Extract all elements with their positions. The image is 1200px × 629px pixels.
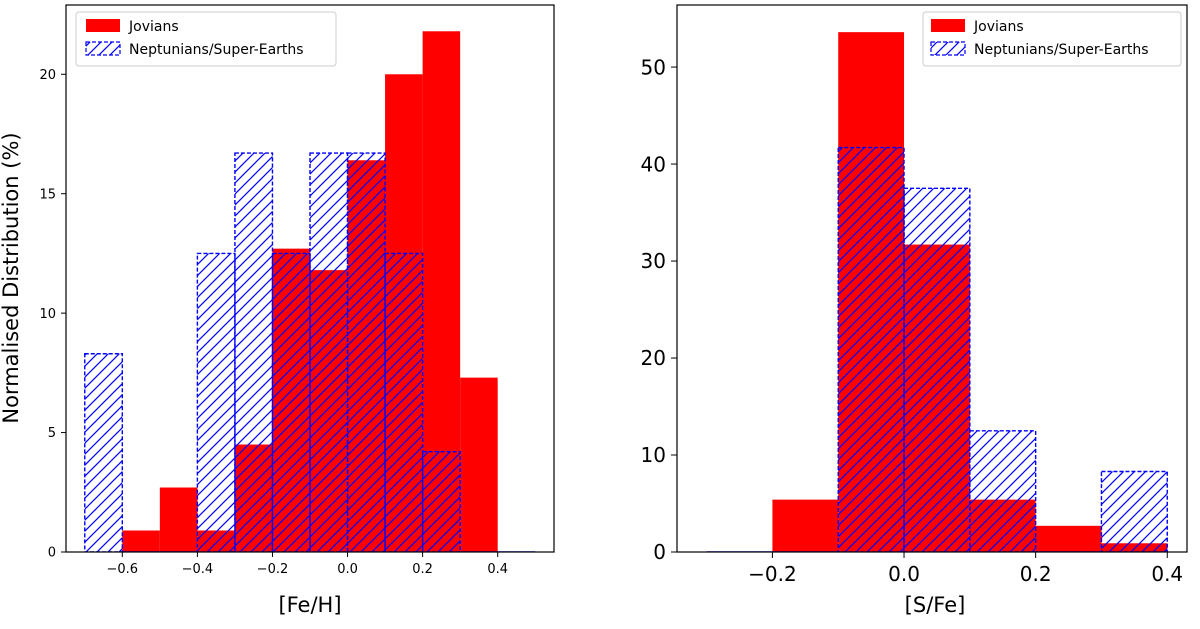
x-tick-label-left-3: 0.0 bbox=[337, 562, 358, 577]
bar-left-s1-7 bbox=[346, 152, 386, 552]
y-tick-label-left-3: 15 bbox=[39, 187, 56, 202]
bar-left-s1-0 bbox=[84, 353, 124, 552]
x-tick-label-left-4: 0.2 bbox=[412, 562, 433, 577]
x-tick-label-left-0: −0.6 bbox=[107, 562, 139, 577]
x-tick-label-left-1: −0.4 bbox=[182, 562, 214, 577]
x-ticks-left: −0.6 −0.4 −0.2 0.0 0.2 0.4 bbox=[107, 552, 508, 577]
chart-left: −0.6 −0.4 −0.2 0.0 0.2 0.4 0 5 10 15 20 [Fe/H] No… bbox=[0, 4, 555, 617]
y-tick-label-right-2: 20 bbox=[641, 346, 666, 370]
x-tick-label-right-2: 0.2 bbox=[1020, 562, 1052, 586]
x-tick-label-left-5: 0.4 bbox=[487, 562, 508, 577]
y-tick-label-left-4: 20 bbox=[39, 68, 56, 83]
bar-right-s1-2 bbox=[837, 146, 905, 552]
bars-right bbox=[706, 32, 1168, 552]
legend-label-jovians-right: Jovians bbox=[973, 19, 1024, 35]
bar-left-s1-8 bbox=[384, 252, 424, 552]
x-tick-label-right-1: 0.0 bbox=[888, 562, 920, 586]
legend-right: Jovians Neptunians/Super-Earths bbox=[922, 11, 1182, 67]
y-axis-label-left: Normalised Distribution (%) bbox=[0, 132, 23, 423]
x-tick-label-right-3: 0.4 bbox=[1151, 562, 1183, 586]
plot-frame-left bbox=[65, 4, 555, 553]
legend-swatch-jovians-right bbox=[931, 19, 965, 32]
legend-swatch-neptunians-right bbox=[930, 41, 966, 56]
y-tick-label-left-2: 10 bbox=[39, 307, 56, 322]
bar-left-s1-9 bbox=[421, 450, 461, 552]
bar-right-s1-6 bbox=[1100, 470, 1168, 552]
plot-frame-right bbox=[676, 4, 1188, 553]
x-tick-label-right-0: −0.2 bbox=[748, 562, 797, 586]
y-tick-label-right-4: 40 bbox=[641, 152, 666, 176]
legend-swatch-jovians-left bbox=[86, 19, 120, 32]
bar-left-s0-0 bbox=[122, 530, 160, 552]
bar-right-s1-3 bbox=[903, 187, 971, 552]
chart-right: −0.2 0.0 0.2 0.4 0 10 20 30 40 50 [S/Fe] Jovians… bbox=[641, 4, 1188, 617]
bar-right-s0-0 bbox=[772, 499, 839, 552]
y-tick-label-right-3: 30 bbox=[641, 249, 666, 273]
bar-left-s1-3 bbox=[196, 252, 236, 552]
legend-label-neptunians-left: Neptunians/Super-Earths bbox=[129, 42, 304, 58]
bar-right-s1-4 bbox=[969, 430, 1037, 552]
bar-left-s0-9 bbox=[460, 377, 498, 552]
bar-left-s1-4 bbox=[234, 152, 274, 552]
y-tick-label-right-5: 50 bbox=[641, 55, 666, 79]
bar-left-s0-1 bbox=[159, 487, 198, 552]
y-ticks-left: 0 5 10 15 20 bbox=[39, 68, 66, 561]
y-tick-label-right-1: 10 bbox=[641, 443, 666, 467]
x-ticks-right: −0.2 0.0 0.2 0.4 bbox=[748, 552, 1183, 586]
legend-label-neptunians-right: Neptunians/Super-Earths bbox=[974, 42, 1149, 58]
legend-label-jovians-left: Jovians bbox=[128, 19, 179, 35]
bars-left bbox=[84, 31, 536, 552]
y-tick-label-left-1: 5 bbox=[48, 426, 56, 441]
x-tick-label-left-2: −0.2 bbox=[257, 562, 289, 577]
legend-frame-right bbox=[922, 11, 1182, 67]
bar-left-s1-5 bbox=[271, 252, 311, 552]
legend-swatch-neptunians-left bbox=[85, 41, 121, 56]
y-tick-label-right-0: 0 bbox=[653, 540, 666, 564]
legend-frame-left bbox=[75, 11, 337, 67]
y-tick-label-left-0: 0 bbox=[48, 546, 56, 561]
legend-left: Jovians Neptunians/Super-Earths bbox=[75, 11, 337, 67]
y-ticks-right: 0 10 20 30 40 50 bbox=[641, 55, 677, 564]
bar-left-s1-6 bbox=[309, 152, 349, 552]
x-axis-label-left: [Fe/H] bbox=[278, 593, 341, 617]
bar-right-s0-4 bbox=[1035, 525, 1102, 552]
x-axis-label-right: [S/Fe] bbox=[905, 593, 966, 617]
